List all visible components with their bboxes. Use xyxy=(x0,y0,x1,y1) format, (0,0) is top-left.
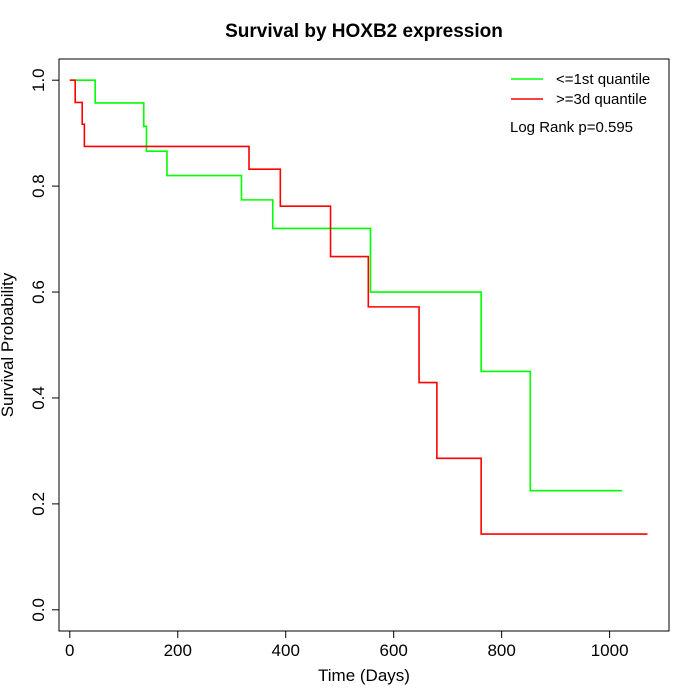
y-tick-label: 0.0 xyxy=(29,598,48,622)
series-layer xyxy=(69,79,648,535)
x-axis-label: Time (Days) xyxy=(318,666,410,685)
y-tick-label: 0.2 xyxy=(29,492,48,516)
x-tick-label: 1000 xyxy=(591,641,629,660)
chart-title: Survival by HOXB2 expression xyxy=(225,21,503,42)
y-axis-label: Survival Probability xyxy=(0,272,17,417)
log-rank-annotation: Log Rank p=0.595 xyxy=(510,119,633,136)
series-line-1 xyxy=(69,79,623,492)
legend-label-1: <=1st quantile xyxy=(556,71,650,88)
y-tick-label: 0.6 xyxy=(29,280,48,304)
x-tick-label: 600 xyxy=(380,641,408,660)
x-tick-label: 0 xyxy=(65,641,74,660)
legend-label-2: >=3d quantile xyxy=(556,91,647,108)
y-tick-label: 1.0 xyxy=(29,68,48,92)
series-line-2 xyxy=(69,79,648,535)
x-tick-label: 400 xyxy=(272,641,300,660)
y-tick-label: 0.8 xyxy=(29,174,48,198)
x-axis: 0 200 400 600 800 1000 xyxy=(65,630,629,660)
legend: <=1st quantile >=3d quantile xyxy=(511,71,650,108)
x-tick-label: 800 xyxy=(487,641,515,660)
x-tick-label: 200 xyxy=(164,641,192,660)
y-tick-label: 0.4 xyxy=(29,386,48,410)
y-axis: 0.0 0.2 0.4 0.6 0.8 1.0 xyxy=(29,68,60,622)
plot-frame xyxy=(58,58,670,632)
